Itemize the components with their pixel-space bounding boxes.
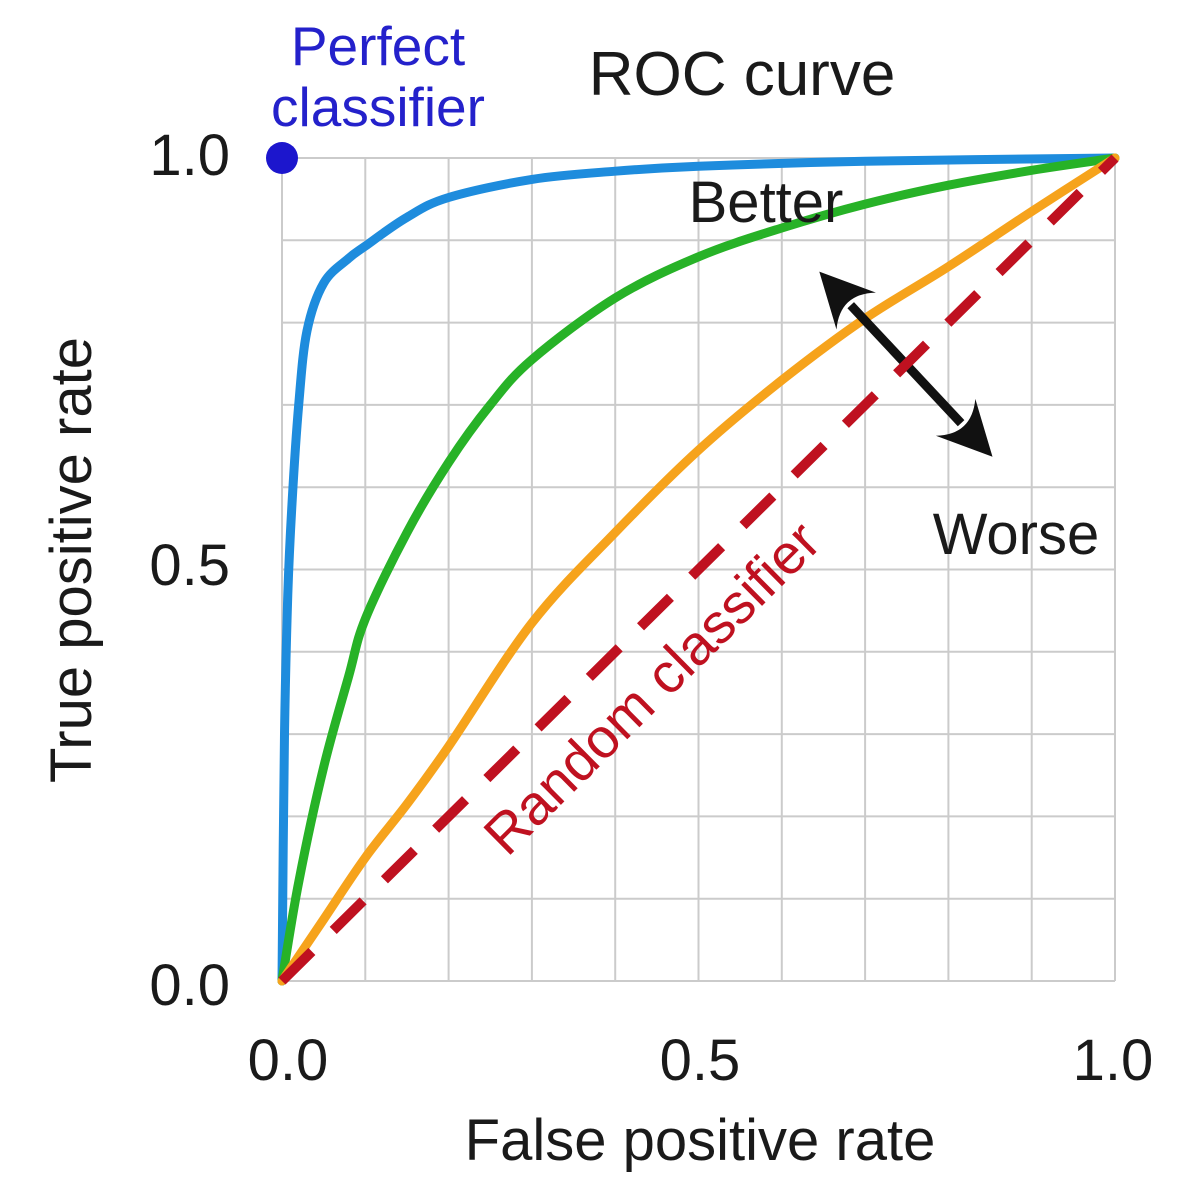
arrowhead-better [819,271,876,330]
perfect-classifier-label-line1: Perfect [290,15,466,77]
y-tick-label-0.0: 0.0 [149,953,230,1018]
roc-curve-good [277,153,1120,986]
arrowhead-worse [935,398,993,457]
random-classifier-dashed-line [278,154,1119,985]
worse-annotation: Worse [932,502,1100,567]
x-tick-label-1.0: 1.0 [1072,1028,1154,1093]
perfect-classifier-dot [266,142,298,174]
roc-curve-fair [277,153,1120,986]
y-axis-label: True positive rate [39,337,104,783]
better-annotation: Better [688,170,844,235]
x-tick-label-0.0: 0.0 [247,1028,329,1093]
y-tick-label-1.0: 1.0 [149,123,230,188]
chart-title: ROC curve [588,40,896,109]
perfect-classifier-label: Perfect classifier [271,16,485,137]
y-tick-label-0.5: 0.5 [149,533,230,598]
x-axis-label: False positive rate [464,1108,936,1173]
roc-curve-excellent [277,153,1120,986]
perfect-classifier-label-line2: classifier [271,75,485,138]
x-tick-label-0.5: 0.5 [659,1028,741,1093]
